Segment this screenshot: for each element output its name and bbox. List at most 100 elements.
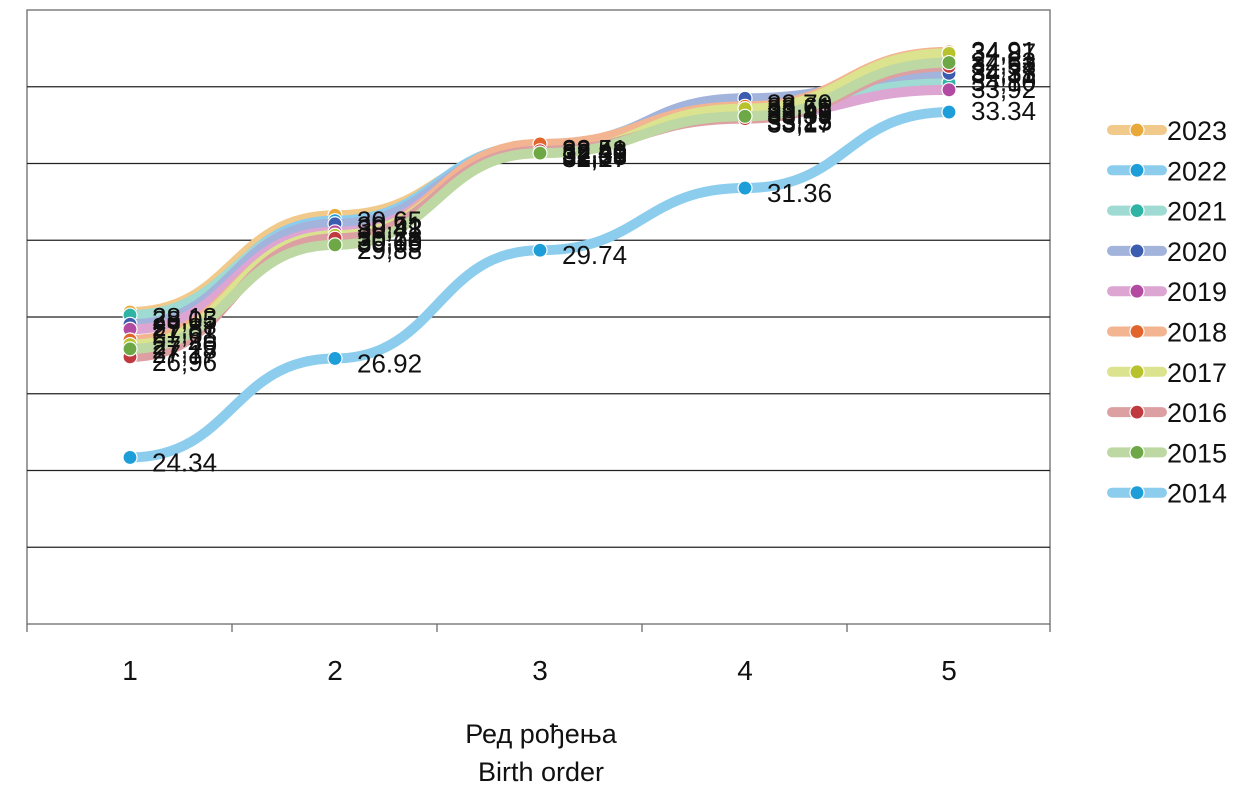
legend-item-2022: 2022	[1107, 156, 1227, 186]
data-label: 30,51	[357, 211, 422, 241]
data-label: 34,31	[971, 59, 1036, 89]
data-label: 30,13	[357, 225, 422, 255]
legend-label: 2017	[1167, 358, 1227, 388]
legend-marker	[1129, 364, 1145, 380]
data-label: 30,05	[357, 228, 422, 258]
legend-label: 2015	[1167, 438, 1227, 468]
data-point	[532, 145, 548, 161]
data-point	[327, 350, 343, 367]
data-label: 26.92	[357, 348, 422, 378]
x-tick-label: 3	[532, 655, 548, 686]
data-label: 32,27	[562, 143, 627, 173]
data-point	[122, 449, 138, 466]
data-label: 32,33	[562, 141, 627, 171]
legend-label: 2022	[1167, 156, 1227, 186]
legend-label: 2016	[1167, 398, 1227, 428]
data-label: 27,68	[152, 319, 217, 349]
data-point	[327, 237, 343, 253]
data-label: 32,27	[562, 143, 627, 173]
data-label: 33,70	[767, 88, 832, 118]
x-tick-label: 2	[327, 655, 343, 686]
legend-item-2020: 2020	[1107, 237, 1227, 267]
legend-label: 2021	[1167, 197, 1227, 227]
data-label: 34,63	[971, 47, 1036, 77]
legend-label: 2023	[1167, 116, 1227, 146]
legend-item-2015: 2015	[1107, 438, 1227, 468]
legend-marker	[1129, 122, 1145, 138]
data-label: 29,88	[357, 235, 422, 265]
legend-item-2019: 2019	[1107, 277, 1227, 307]
data-label: 32,48	[562, 135, 627, 165]
data-label: 33,61	[767, 92, 832, 122]
data-label: 32,40	[562, 138, 627, 168]
legend-marker	[1129, 203, 1145, 219]
series-2014	[122, 104, 957, 466]
legend-label: 2018	[1167, 318, 1227, 348]
legend-item-2014: 2014	[1107, 479, 1227, 509]
data-label: 33,17	[767, 109, 832, 139]
data-label: 30,41	[357, 215, 422, 245]
data-label: 32,38	[562, 139, 627, 169]
legend: 2023 2022 2021 2020 2019 2018 2017 2016 2015 2014	[1107, 116, 1227, 509]
data-label: 27,40	[152, 330, 217, 360]
data-label: 34,53	[971, 50, 1036, 80]
data-label: 24.34	[152, 447, 217, 477]
data-label: 26,96	[152, 347, 217, 377]
legend-marker	[1129, 404, 1145, 420]
legend-label: 2019	[1167, 277, 1227, 307]
legend-marker	[1129, 243, 1145, 259]
data-label: 32,41	[562, 138, 627, 168]
data-point	[941, 54, 957, 71]
data-label: 34,87	[971, 37, 1036, 67]
legend-marker	[1129, 485, 1145, 501]
data-label: 33,92	[971, 74, 1036, 104]
data-point	[941, 82, 957, 98]
x-tick-label: 5	[941, 655, 957, 686]
legend-item-2016: 2016	[1107, 398, 1227, 428]
data-label: 33,43	[767, 99, 832, 129]
legend-item-2018: 2018	[1107, 318, 1227, 348]
data-point	[941, 104, 957, 120]
data-label: 27,87	[152, 312, 217, 342]
data-label: 34,91	[971, 36, 1036, 66]
x-axis: 1 2 3 4 5	[26, 624, 1051, 686]
legend-item-2023: 2023	[1107, 116, 1227, 146]
x-axis-title-line-2: Birth order	[478, 757, 604, 787]
legend-item-2017: 2017	[1107, 358, 1227, 388]
x-axis-title-line-1: Ред рођења	[465, 719, 618, 749]
data-label: 32,51	[562, 134, 627, 164]
legend-label: 2014	[1167, 479, 1227, 509]
data-label: 29.74	[562, 240, 627, 270]
x-tick-label: 1	[122, 655, 138, 686]
data-label: 33,49	[767, 96, 832, 126]
data-label: 33.34	[971, 96, 1036, 126]
data-label: 27,81	[152, 314, 217, 344]
data-label: 34,35	[971, 57, 1036, 87]
data-label: 30,65	[357, 205, 422, 235]
data-label: 30,43	[357, 214, 422, 244]
data-point	[122, 341, 138, 357]
legend-item-2021: 2021	[1107, 197, 1227, 227]
data-label: 33,25	[767, 106, 832, 136]
series-line	[125, 57, 954, 354]
data-label: 33,39	[767, 100, 832, 130]
legend-label: 2020	[1167, 237, 1227, 267]
data-label: 28,13	[152, 302, 217, 332]
x-tick-label: 4	[737, 655, 753, 686]
data-label: 28,05	[152, 305, 217, 335]
data-point	[532, 242, 548, 258]
data-label: 32,39	[562, 139, 627, 169]
data-point	[737, 108, 753, 124]
series-group	[122, 44, 957, 466]
data-point	[737, 180, 753, 196]
data-label: 27,17	[152, 339, 217, 369]
data-label: 31.36	[767, 178, 832, 208]
data-label: 27,28	[152, 335, 217, 365]
data-label: 30,22	[357, 222, 422, 252]
data-label: 34,37	[971, 57, 1036, 87]
data-label: 33,55	[767, 94, 832, 124]
legend-marker	[1129, 444, 1145, 460]
series-2015	[122, 54, 957, 357]
